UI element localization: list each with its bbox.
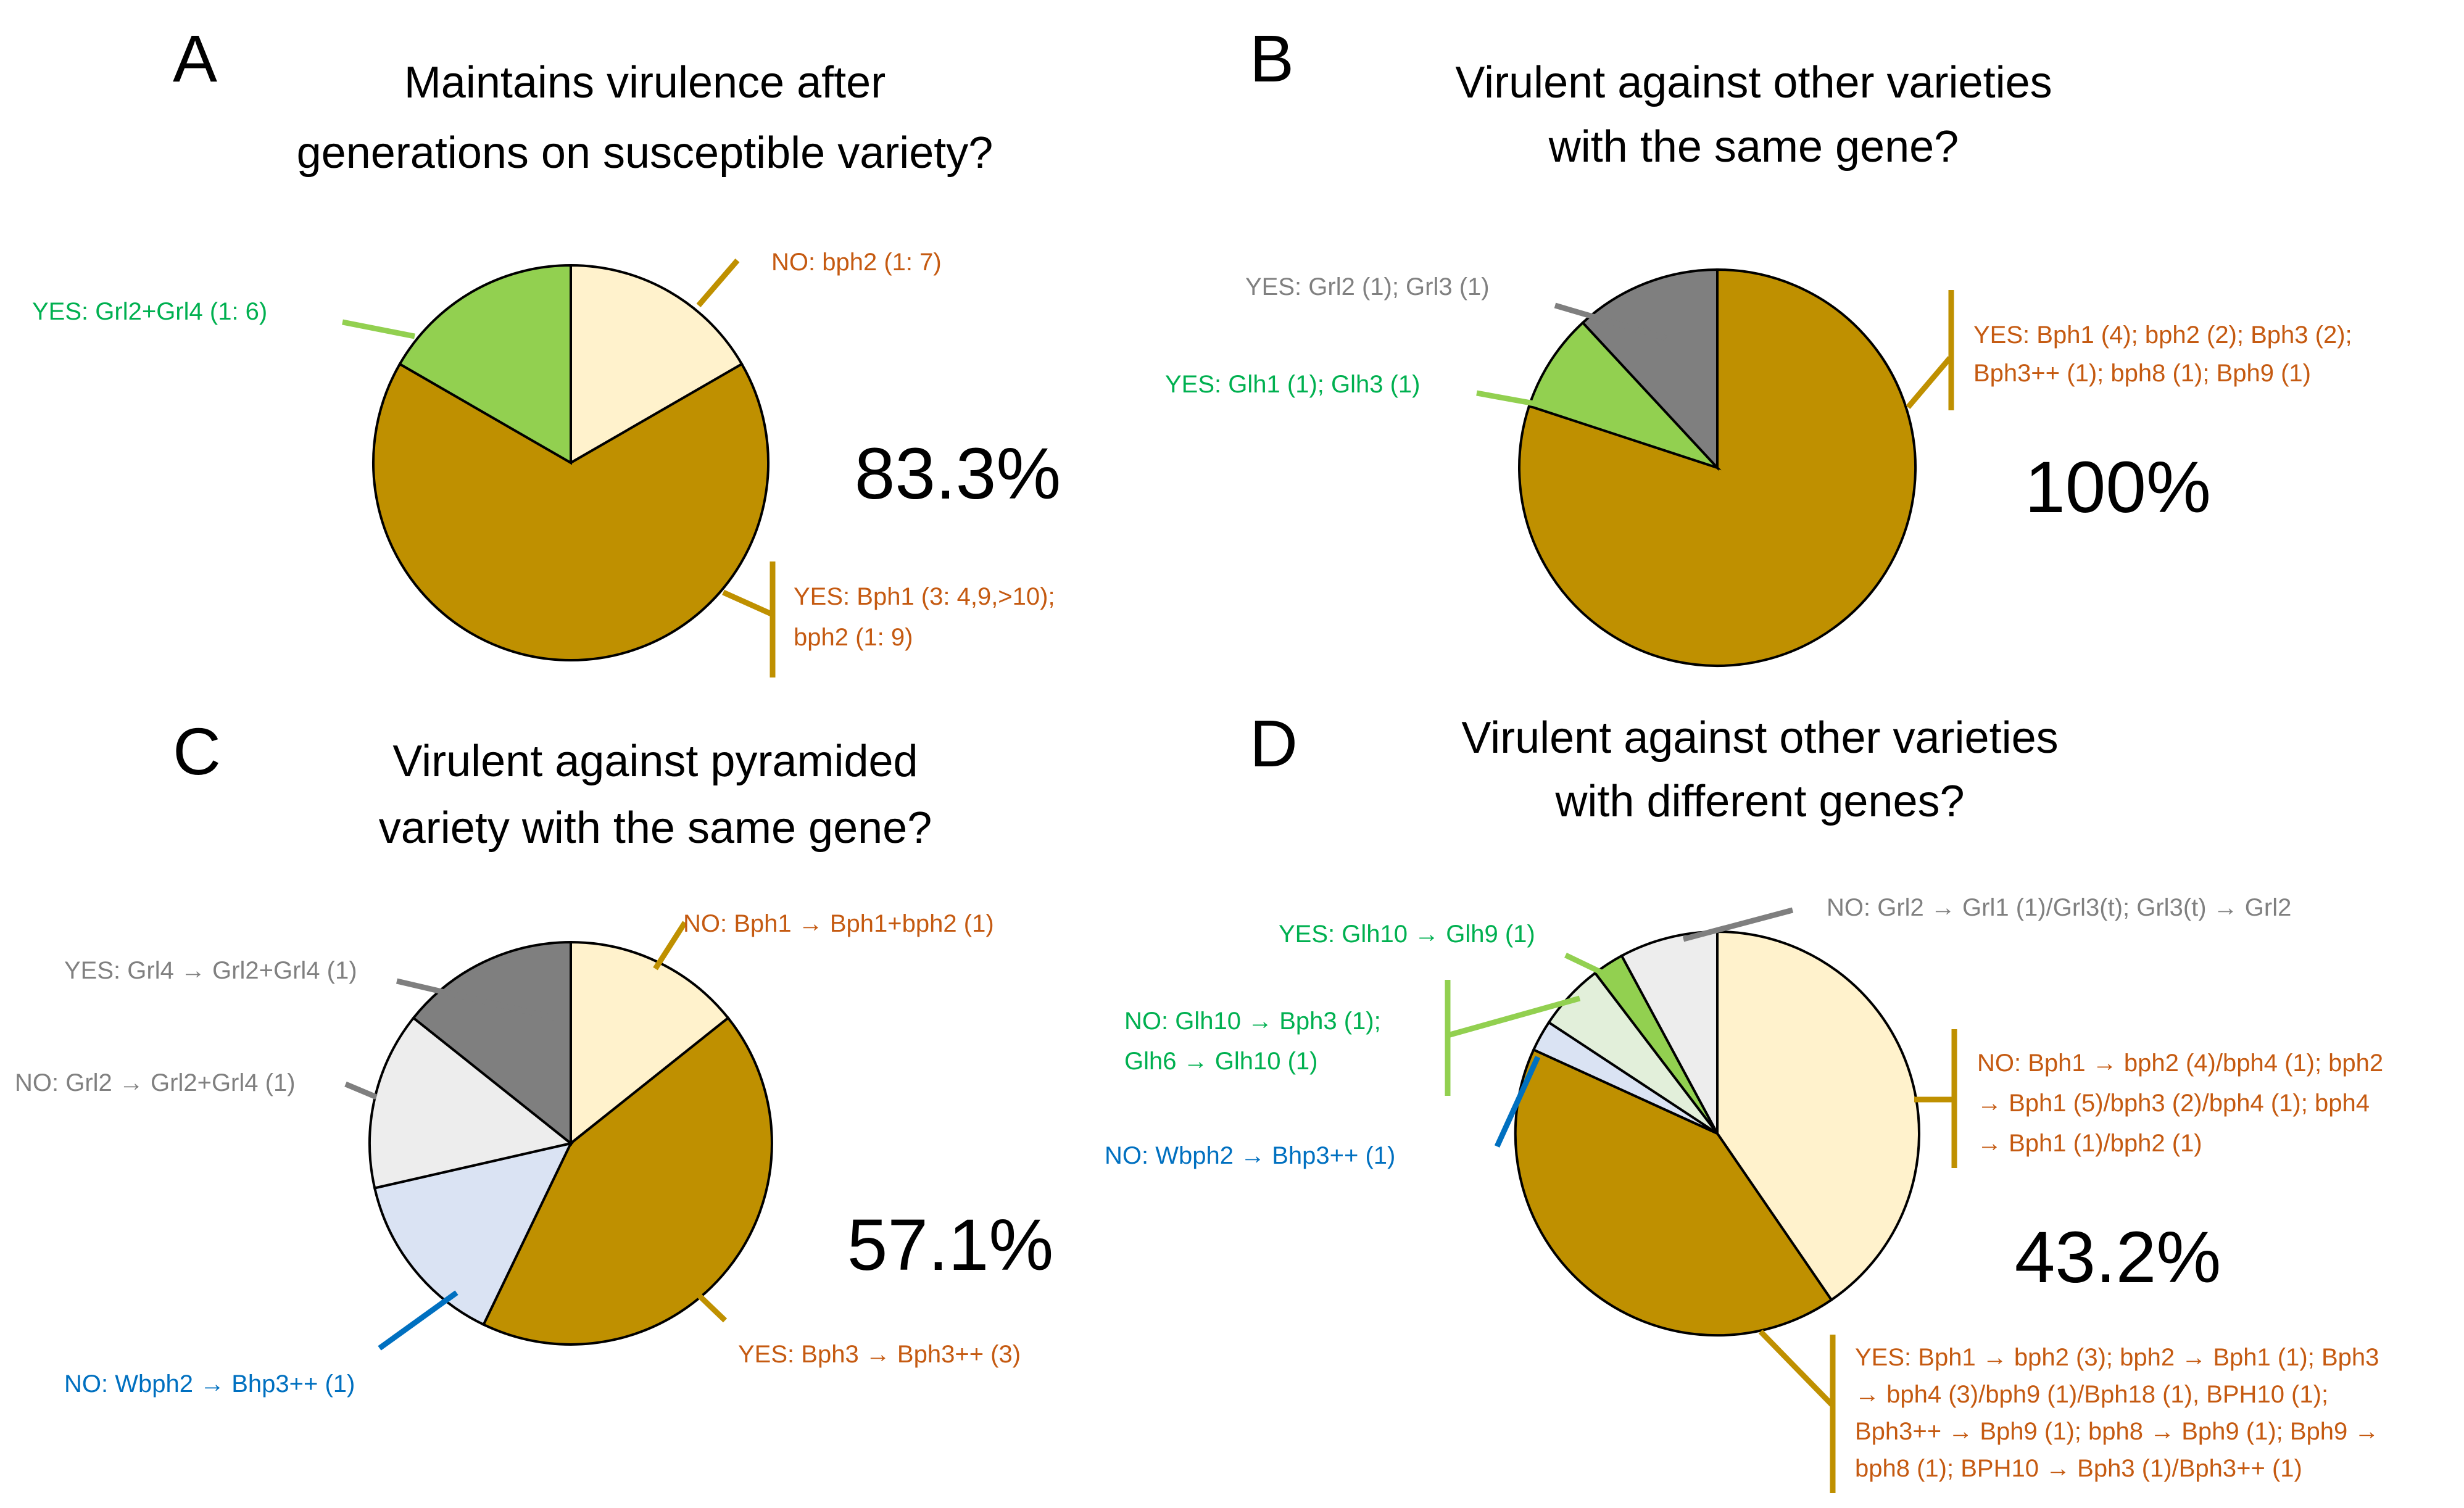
leader-a-cream bbox=[696, 259, 740, 307]
label-d-no-glh10-line-1: NO: Glh10 → Bph3 (1); bbox=[1124, 1008, 1381, 1035]
leader-a-gold bbox=[722, 589, 773, 617]
label-b-yes-bph-line-1: YES: Bph1 (4); bph2 (2); Bph3 (2); bbox=[1973, 321, 2352, 349]
pie-a-slice-no-bph2 bbox=[570, 263, 744, 465]
panel-d: D Virulent against other varieties with … bbox=[1105, 706, 2383, 1493]
pie-d-slice-no-bph bbox=[1716, 930, 1920, 1302]
pie-c-slice-yes-bph3 bbox=[481, 1016, 773, 1346]
leader-d-blue bbox=[1494, 1056, 1541, 1148]
label-d-no-wbph2: NO: Wbph2 → Bhp3++ (1) bbox=[1105, 1142, 1395, 1169]
panel-c: C Virulent against pyramided variety wit… bbox=[15, 714, 1053, 1398]
leader-a-green bbox=[342, 319, 415, 339]
panel-d-percentage: 43.2% bbox=[2015, 1217, 2221, 1298]
panel-a-title-line-1: Maintains virulence after bbox=[404, 58, 886, 107]
leader-d-green bbox=[1564, 952, 1612, 980]
panel-d-title-line-2: with different genes? bbox=[1554, 777, 1964, 826]
label-a-yes-grl2-grl4: YES: Grl2+Grl4 (1: 6) bbox=[32, 298, 267, 325]
leader-c-blue bbox=[378, 1290, 458, 1351]
leader-c-lightgray bbox=[344, 1081, 378, 1100]
panel-a-percentage: 83.3% bbox=[855, 433, 1061, 515]
label-d-no-bph-line-3: → Bph1 (1)/bph2 (1) bbox=[1977, 1130, 2202, 1157]
panel-d-title-line-1: Virulent against other varieties bbox=[1461, 713, 2058, 763]
panel-b: B Virulent against other varieties with … bbox=[1165, 21, 2352, 667]
label-c-yes-grl4: YES: Grl4 → Grl2+Grl4 (1) bbox=[64, 957, 357, 984]
panel-b-title-line-2: with the same gene? bbox=[1548, 122, 1959, 172]
label-c-no-grl2: NO: Grl2 → Grl2+Grl4 (1) bbox=[15, 1069, 296, 1096]
panel-c-percentage: 57.1% bbox=[847, 1204, 1054, 1286]
label-d-yes-bph-line-4: bph8 (1); BPH10 → Bph3 (1)/Bph3++ (1) bbox=[1855, 1455, 2302, 1482]
panel-letter-b: B bbox=[1250, 21, 1294, 96]
label-d-yes-bph-line-3: Bph3++ → Bph9 (1); bph8 → Bph9 (1); Bph9… bbox=[1855, 1418, 2379, 1445]
panel-b-percentage: 100% bbox=[2025, 447, 2211, 528]
leader-d-gray bbox=[1682, 907, 1794, 942]
pie-a-slice-yes-grl2-grl4 bbox=[398, 263, 572, 465]
leader-b-gold bbox=[1906, 356, 1952, 409]
panel-letter-d: D bbox=[1250, 706, 1298, 781]
label-b-yes-glh: YES: Glh1 (1); Glh3 (1) bbox=[1165, 371, 1420, 398]
label-c-yes-bph3: YES: Bph3 → Bph3++ (3) bbox=[738, 1341, 1021, 1368]
label-d-yes-glh10: YES: Glh10 → Glh9 (1) bbox=[1279, 921, 1535, 948]
label-d-no-grl2: NO: Grl2 → Grl1 (1)/Grl3(t); Grl3(t) → G… bbox=[1827, 894, 2291, 921]
label-d-no-glh10-line-2: Glh6 → Glh10 (1) bbox=[1124, 1048, 1317, 1075]
label-b-yes-grl: YES: Grl2 (1); Grl3 (1) bbox=[1245, 273, 1490, 300]
label-c-no-wbph2: NO: Wbph2 → Bhp3++ (1) bbox=[64, 1370, 355, 1398]
leader-c-gold bbox=[694, 1290, 728, 1323]
label-a-no-bph2: NO: bph2 (1: 7) bbox=[771, 249, 942, 276]
pie-a-slice-yes-bph1 bbox=[372, 362, 769, 662]
leader-d-lightgreen bbox=[1446, 995, 1581, 1038]
pie-d-slice-yes-bph bbox=[1514, 1048, 1833, 1337]
panel-letter-a: A bbox=[173, 21, 217, 96]
panel-a: A Maintains virulence after generations … bbox=[32, 21, 1061, 677]
panel-b-title-line-1: Virulent against other varieties bbox=[1455, 58, 2052, 107]
label-a-yes-bph1-line-2: bph2 (1: 9) bbox=[794, 624, 913, 651]
leader-c-darkgray bbox=[396, 978, 557, 1021]
label-d-yes-bph-line-1: YES: Bph1 → bph2 (3); bph2 → Bph1 (1); B… bbox=[1855, 1344, 2379, 1371]
leader-c-cream bbox=[653, 921, 687, 971]
panel-c-title-line-1: Virulent against pyramided bbox=[392, 737, 918, 786]
label-d-no-bph-line-1: NO: Bph1 → bph2 (4)/bph4 (1); bph2 bbox=[1977, 1050, 2383, 1077]
label-d-yes-bph-line-2: → bph4 (3)/bph9 (1)/Bph18 (1), BPH10 (1)… bbox=[1855, 1381, 2328, 1408]
panel-letter-c: C bbox=[173, 714, 221, 789]
label-d-no-bph-line-2: → Bph1 (5)/bph3 (2)/bph4 (1); bph4 bbox=[1977, 1090, 2370, 1117]
leader-b-green bbox=[1476, 390, 1538, 407]
label-b-yes-bph-line-2: Bph3++ (1); bph8 (1); Bph9 (1) bbox=[1973, 360, 2311, 387]
leader-d-gold bbox=[1758, 1329, 1835, 1408]
leader-b-gray bbox=[1554, 302, 1667, 341]
label-a-yes-bph1-line-1: YES: Bph1 (3: 4,9,>10); bbox=[794, 583, 1055, 610]
panel-c-title-line-2: variety with the same gene? bbox=[379, 803, 932, 853]
label-c-no-bph1: NO: Bph1 → Bph1+bph2 (1) bbox=[683, 910, 994, 937]
panel-a-title-line-2: generations on susceptible variety? bbox=[297, 128, 993, 178]
pie-c-slice-no-wbph2 bbox=[373, 1141, 573, 1327]
